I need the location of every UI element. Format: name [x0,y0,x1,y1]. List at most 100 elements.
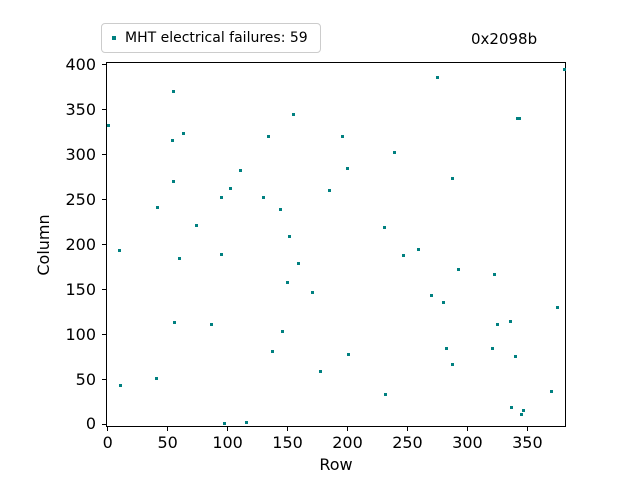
scatter-point [345,166,349,170]
legend: MHT electrical failures: 59 [101,23,321,53]
scatter-point [508,319,512,323]
scatter-point [219,253,223,257]
x-tick-label: 350 [512,433,543,452]
y-tick-label: 400 [65,54,96,74]
scatter-point [327,189,331,193]
y-tick-mark [102,334,106,336]
y-tick-label: 300 [65,144,96,164]
scatter-point [173,320,177,324]
scatter-point [341,135,345,139]
y-tick-mark [102,199,106,201]
plot-area [106,62,566,427]
scatter-point [181,131,185,135]
scatter-point [239,168,243,172]
scatter-point [245,421,249,425]
x-axis-label: Row [319,455,353,474]
scatter-point [171,89,175,93]
scatter-point [555,306,559,310]
scatter-point [117,248,121,252]
x-tick-mark [406,427,408,431]
y-tick-label: 200 [65,234,96,254]
y-tick-label: 50 [75,369,96,389]
scatter-point [435,76,439,80]
x-tick-mark [526,427,528,431]
scatter-point [493,272,497,276]
scatter-point [382,226,386,230]
scatter-point [549,389,553,393]
scatter-point [271,350,275,354]
y-tick-label: 150 [65,279,96,299]
x-tick-label: 100 [212,433,243,452]
scatter-point [177,256,181,260]
y-tick-mark [102,154,106,156]
scatter-point [288,235,292,239]
scatter-point [266,135,270,139]
scatter-point [347,352,350,356]
legend-marker-icon [112,36,116,40]
scatter-point [416,247,420,251]
scatter-point [171,179,175,183]
scatter-point [451,362,455,366]
x-tick-label: 200 [332,433,363,452]
scatter-point [156,206,160,210]
scatter-point [522,408,526,412]
scatter-point [513,354,517,358]
y-tick-label: 250 [65,189,96,209]
x-tick-mark [167,427,169,431]
scatter-point [278,208,282,212]
scatter-point [457,267,461,271]
scatter-point [392,150,396,154]
y-tick-mark [102,64,106,66]
y-tick-mark [102,379,106,381]
y-tick-label: 350 [65,99,96,119]
scatter-point [510,406,514,409]
y-tick-mark [102,109,106,111]
x-tick-label: 300 [452,433,483,452]
y-tick-label: 100 [65,324,96,344]
scatter-point [519,413,523,417]
scatter-point [261,195,265,199]
scatter-point [516,117,520,121]
scatter-point [518,117,522,121]
x-tick-mark [227,427,229,431]
scatter-point [441,300,445,304]
scatter-point [210,323,214,327]
scatter-point [562,68,566,72]
scatter-point [402,254,406,258]
x-tick-label: 250 [392,433,423,452]
y-tick-mark [102,423,106,425]
x-tick-mark [287,427,289,431]
scatter-point [291,113,295,116]
scatter-point [170,139,174,143]
scatter-point [223,422,227,426]
scatter-point [229,186,233,190]
scatter-point [384,393,388,397]
scatter-point [194,224,198,228]
scatter-point [490,346,494,350]
y-tick-mark [102,289,106,291]
scatter-point [495,323,499,327]
legend-label: MHT electrical failures: 59 [125,30,308,46]
scatter-point [219,195,223,199]
y-axis-label: Column [34,214,53,276]
scatter-point [285,281,289,285]
scatter-point [445,346,449,350]
scatter-point [281,329,285,333]
scatter-point [429,293,433,297]
x-tick-mark [466,427,468,431]
x-tick-mark [347,427,348,431]
scatter-point [296,262,300,266]
scatter-point [119,383,123,387]
x-tick-label: 150 [272,433,303,452]
x-tick-label: 0 [102,433,113,452]
annotation-text: 0x2098b [471,30,538,48]
scatter-point [319,370,323,374]
scatter-point [451,176,455,180]
y-tick-label: 0 [85,414,96,434]
x-tick-label: 50 [157,433,178,452]
scatter-point [155,377,159,381]
x-tick-mark [107,427,109,431]
scatter-point [107,123,111,127]
y-tick-mark [102,244,106,246]
